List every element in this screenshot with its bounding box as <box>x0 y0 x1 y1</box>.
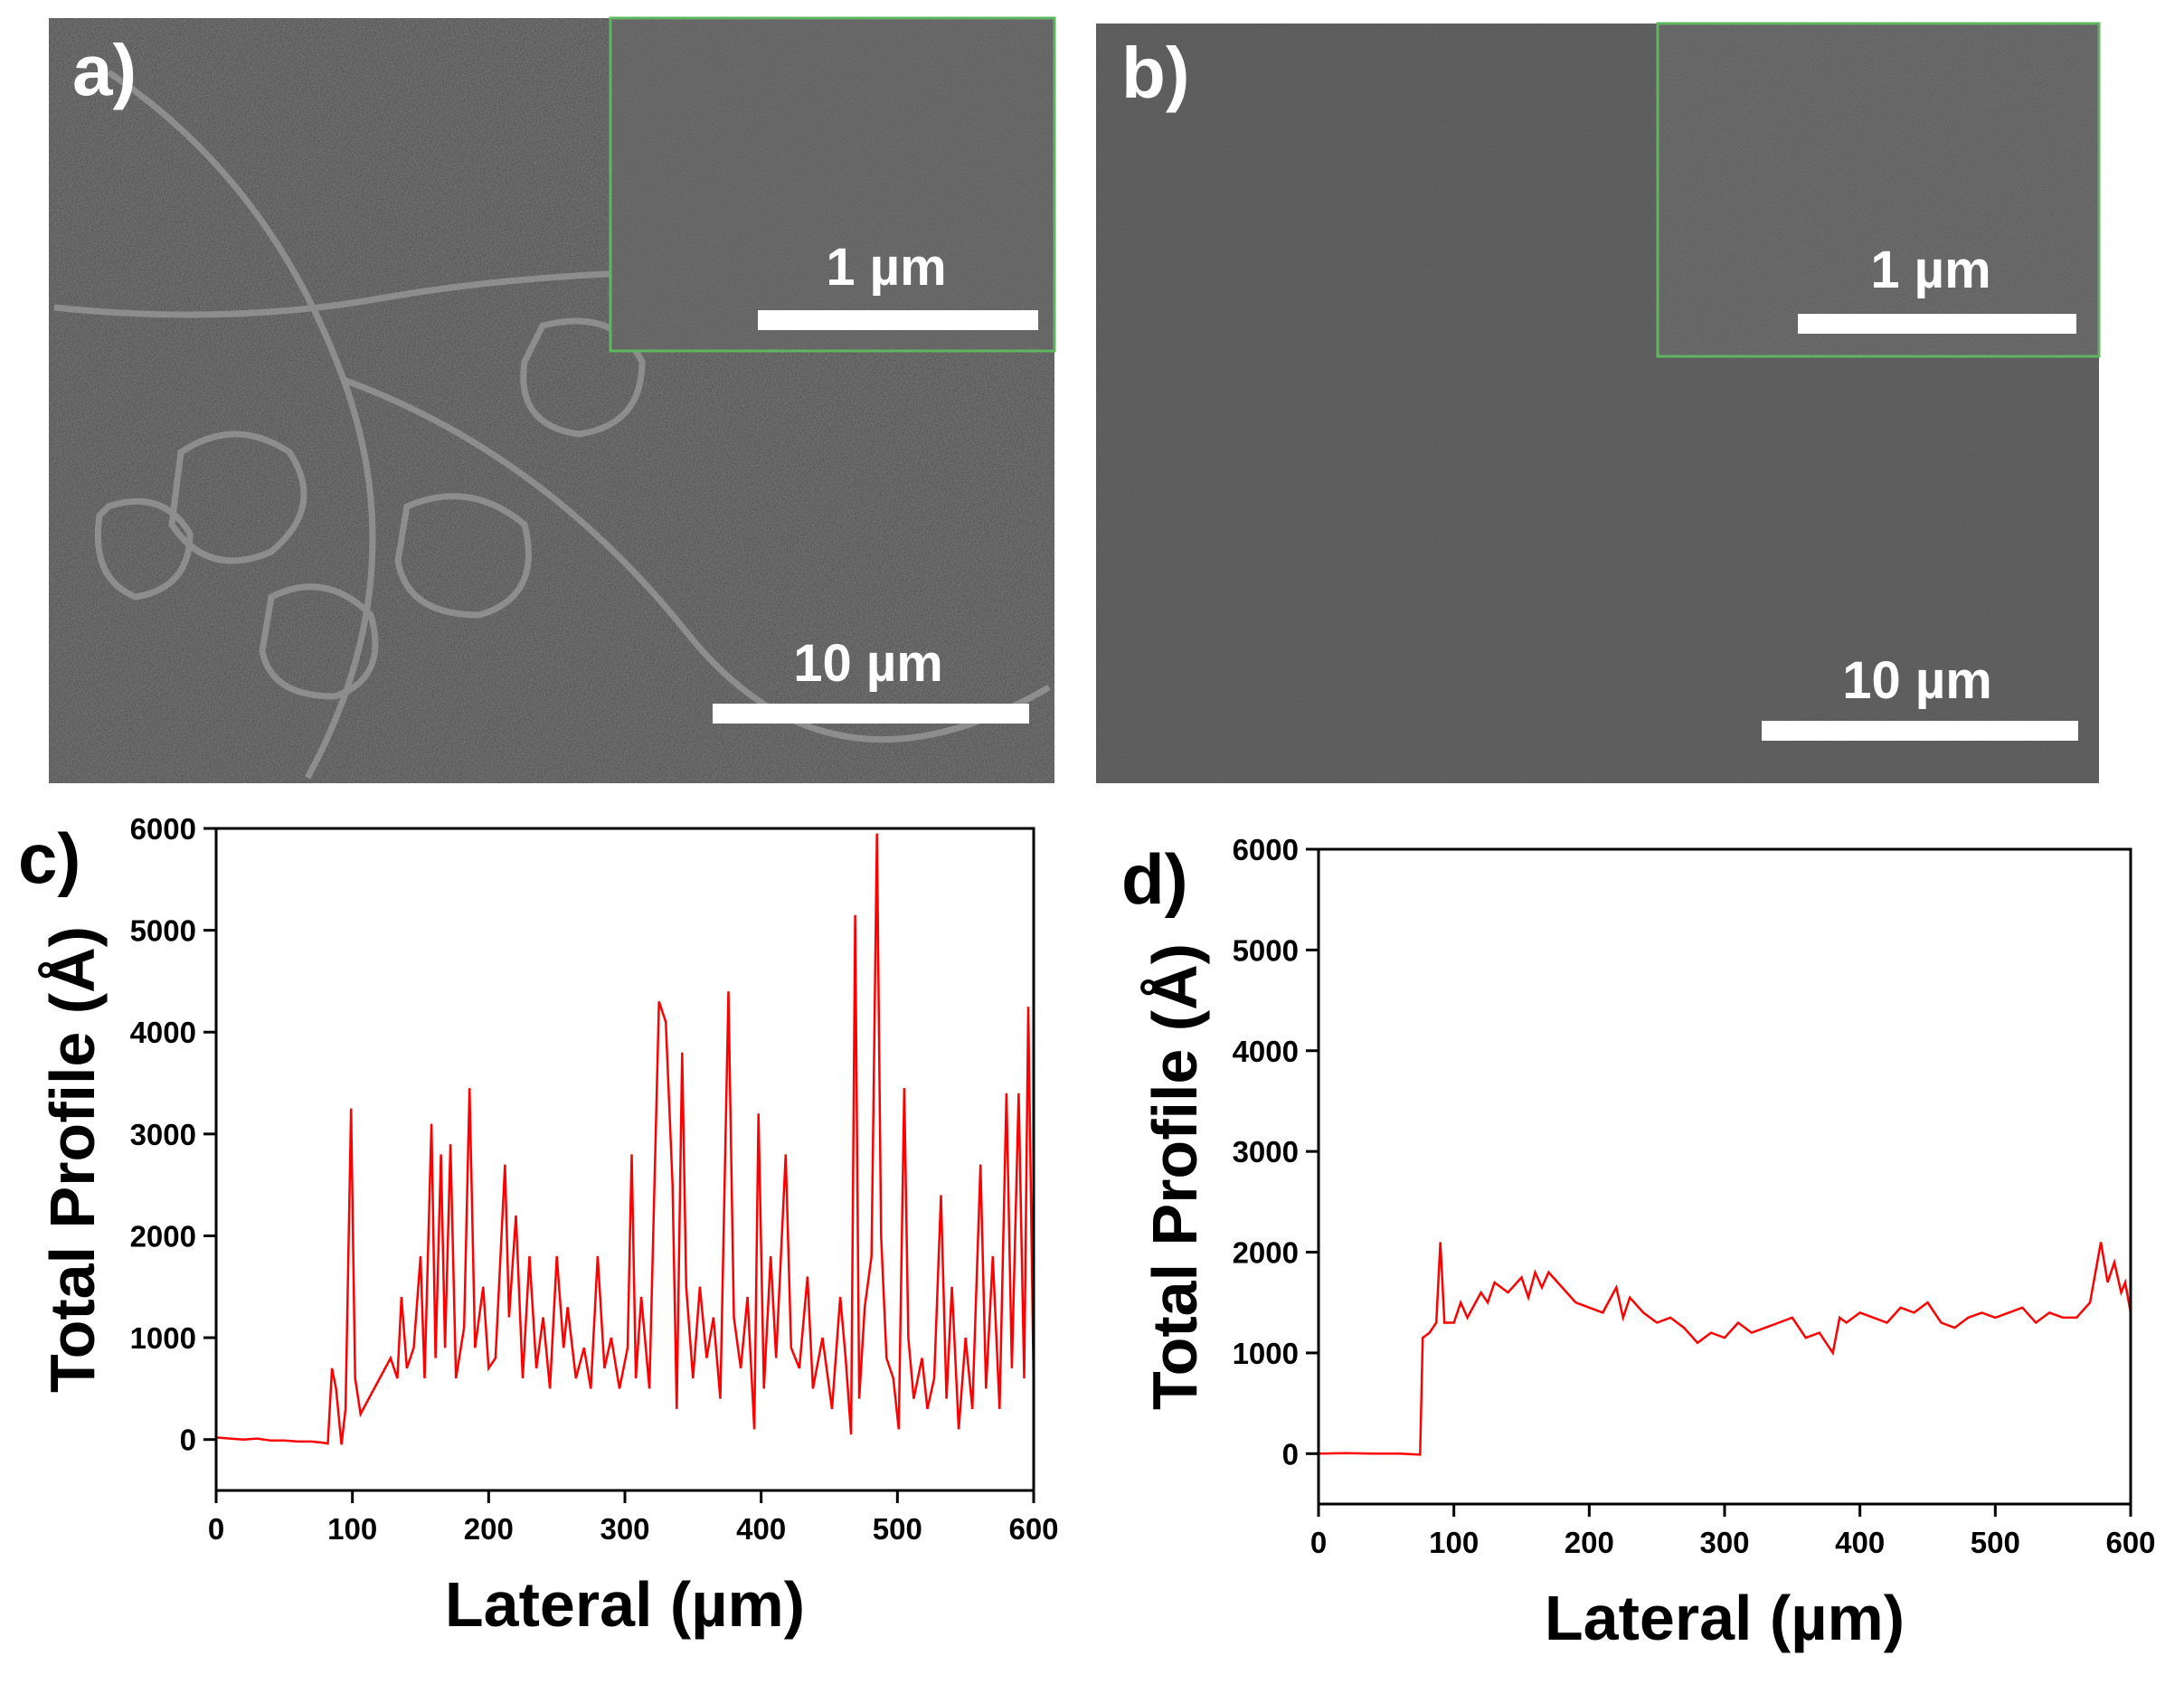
y-axis-title: Total Profile (Å) <box>37 926 108 1393</box>
x-tick-label: 300 <box>600 1512 649 1546</box>
plot-frame <box>1317 847 2132 1506</box>
panel-label: b) <box>1121 33 1190 113</box>
inset-scale-bar-label: 1 µm <box>826 238 946 297</box>
y-tick-label: 4000 <box>130 1016 196 1049</box>
x-tick-label: 600 <box>2105 1526 2155 1559</box>
y-tick-label: 1000 <box>1233 1337 1299 1370</box>
y-tick-label: 3000 <box>1233 1135 1299 1168</box>
panel-label: d) <box>1121 839 1188 919</box>
y-axis-title: Total Profile (Å) <box>1139 943 1210 1410</box>
y-tick-label: 4000 <box>1233 1035 1299 1068</box>
sem-image-a: 1 µm 10 µm a) <box>49 16 1056 783</box>
panel-label: c) <box>18 818 80 898</box>
inset-scale-bar-label: 1 µm <box>1870 241 1990 299</box>
y-tick-label: 5000 <box>1233 933 1299 967</box>
x-tick-label: 200 <box>1565 1526 1614 1559</box>
y-tick-label: 1000 <box>130 1321 196 1355</box>
x-tick-label: 200 <box>464 1512 514 1546</box>
x-tick-label: 600 <box>1008 1512 1058 1546</box>
plot-frame <box>214 827 1035 1492</box>
x-tick-label: 0 <box>1310 1526 1327 1559</box>
panel-label: a) <box>72 30 137 110</box>
profile-line <box>1318 1242 2132 1456</box>
x-tick-label: 300 <box>1699 1526 1749 1559</box>
profile-line <box>215 833 1035 1445</box>
scale-bar-label: 10 µm <box>1842 651 1992 710</box>
x-tick-label: 100 <box>327 1512 377 1546</box>
y-tick-label: 5000 <box>130 914 196 948</box>
y-tick-label: 6000 <box>130 812 196 846</box>
x-tick-label: 100 <box>1429 1526 1479 1559</box>
y-tick-label: 6000 <box>1233 833 1299 866</box>
y-tick-label: 0 <box>1282 1437 1299 1471</box>
x-tick-label: 500 <box>1971 1526 2020 1559</box>
x-axis-title: Lateral (µm) <box>445 1569 805 1640</box>
scale-bar-label: 10 µm <box>793 634 943 693</box>
x-tick-label: 500 <box>873 1512 922 1546</box>
y-tick-label: 3000 <box>130 1118 196 1151</box>
y-tick-label: 2000 <box>1233 1236 1299 1270</box>
x-tick-label: 0 <box>208 1512 224 1546</box>
y-tick-label: 0 <box>180 1424 196 1457</box>
x-tick-label: 400 <box>736 1512 786 1546</box>
sem-image-b: 1 µm 10 µm b) <box>1096 22 2101 783</box>
x-tick-label: 400 <box>1835 1526 1885 1559</box>
x-axis-title: Lateral (µm) <box>1545 1583 1905 1653</box>
y-tick-label: 2000 <box>130 1219 196 1253</box>
